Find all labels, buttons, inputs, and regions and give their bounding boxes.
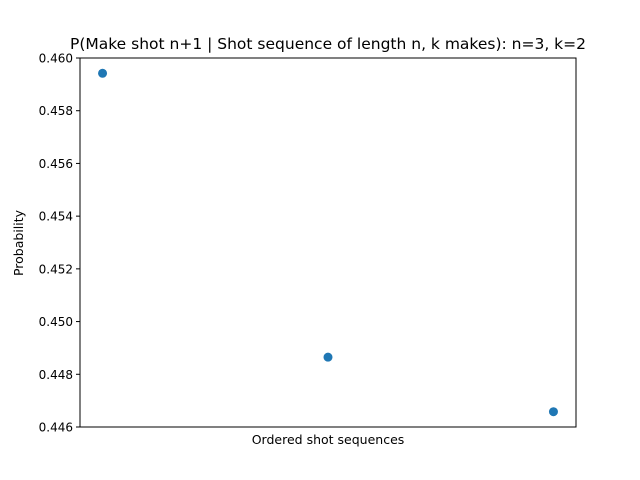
chart-title: P(Make shot n+1 | Shot sequence of lengt… [70, 35, 586, 53]
data-point [323, 352, 333, 362]
data-point [98, 68, 108, 78]
y-tick-label: 0.450 [39, 315, 73, 329]
data-point [548, 407, 558, 417]
y-tick-label: 0.448 [39, 368, 73, 382]
y-tick-label: 0.454 [39, 210, 73, 224]
plot-frame [79, 57, 577, 428]
y-tick-label: 0.458 [39, 104, 73, 118]
y-tick-label: 0.456 [39, 157, 73, 171]
y-tick-label: 0.446 [39, 421, 73, 435]
y-axis-ticks: 0.446 0.448 0.450 0.452 0.454 0.456 0.458 0.460 [39, 52, 80, 435]
y-tick-label: 0.452 [39, 262, 73, 276]
x-axis-label: Ordered shot sequences [252, 432, 405, 447]
data-points [98, 68, 558, 417]
y-axis-label: Probability [11, 209, 26, 276]
y-tick-label: 0.460 [39, 52, 73, 66]
